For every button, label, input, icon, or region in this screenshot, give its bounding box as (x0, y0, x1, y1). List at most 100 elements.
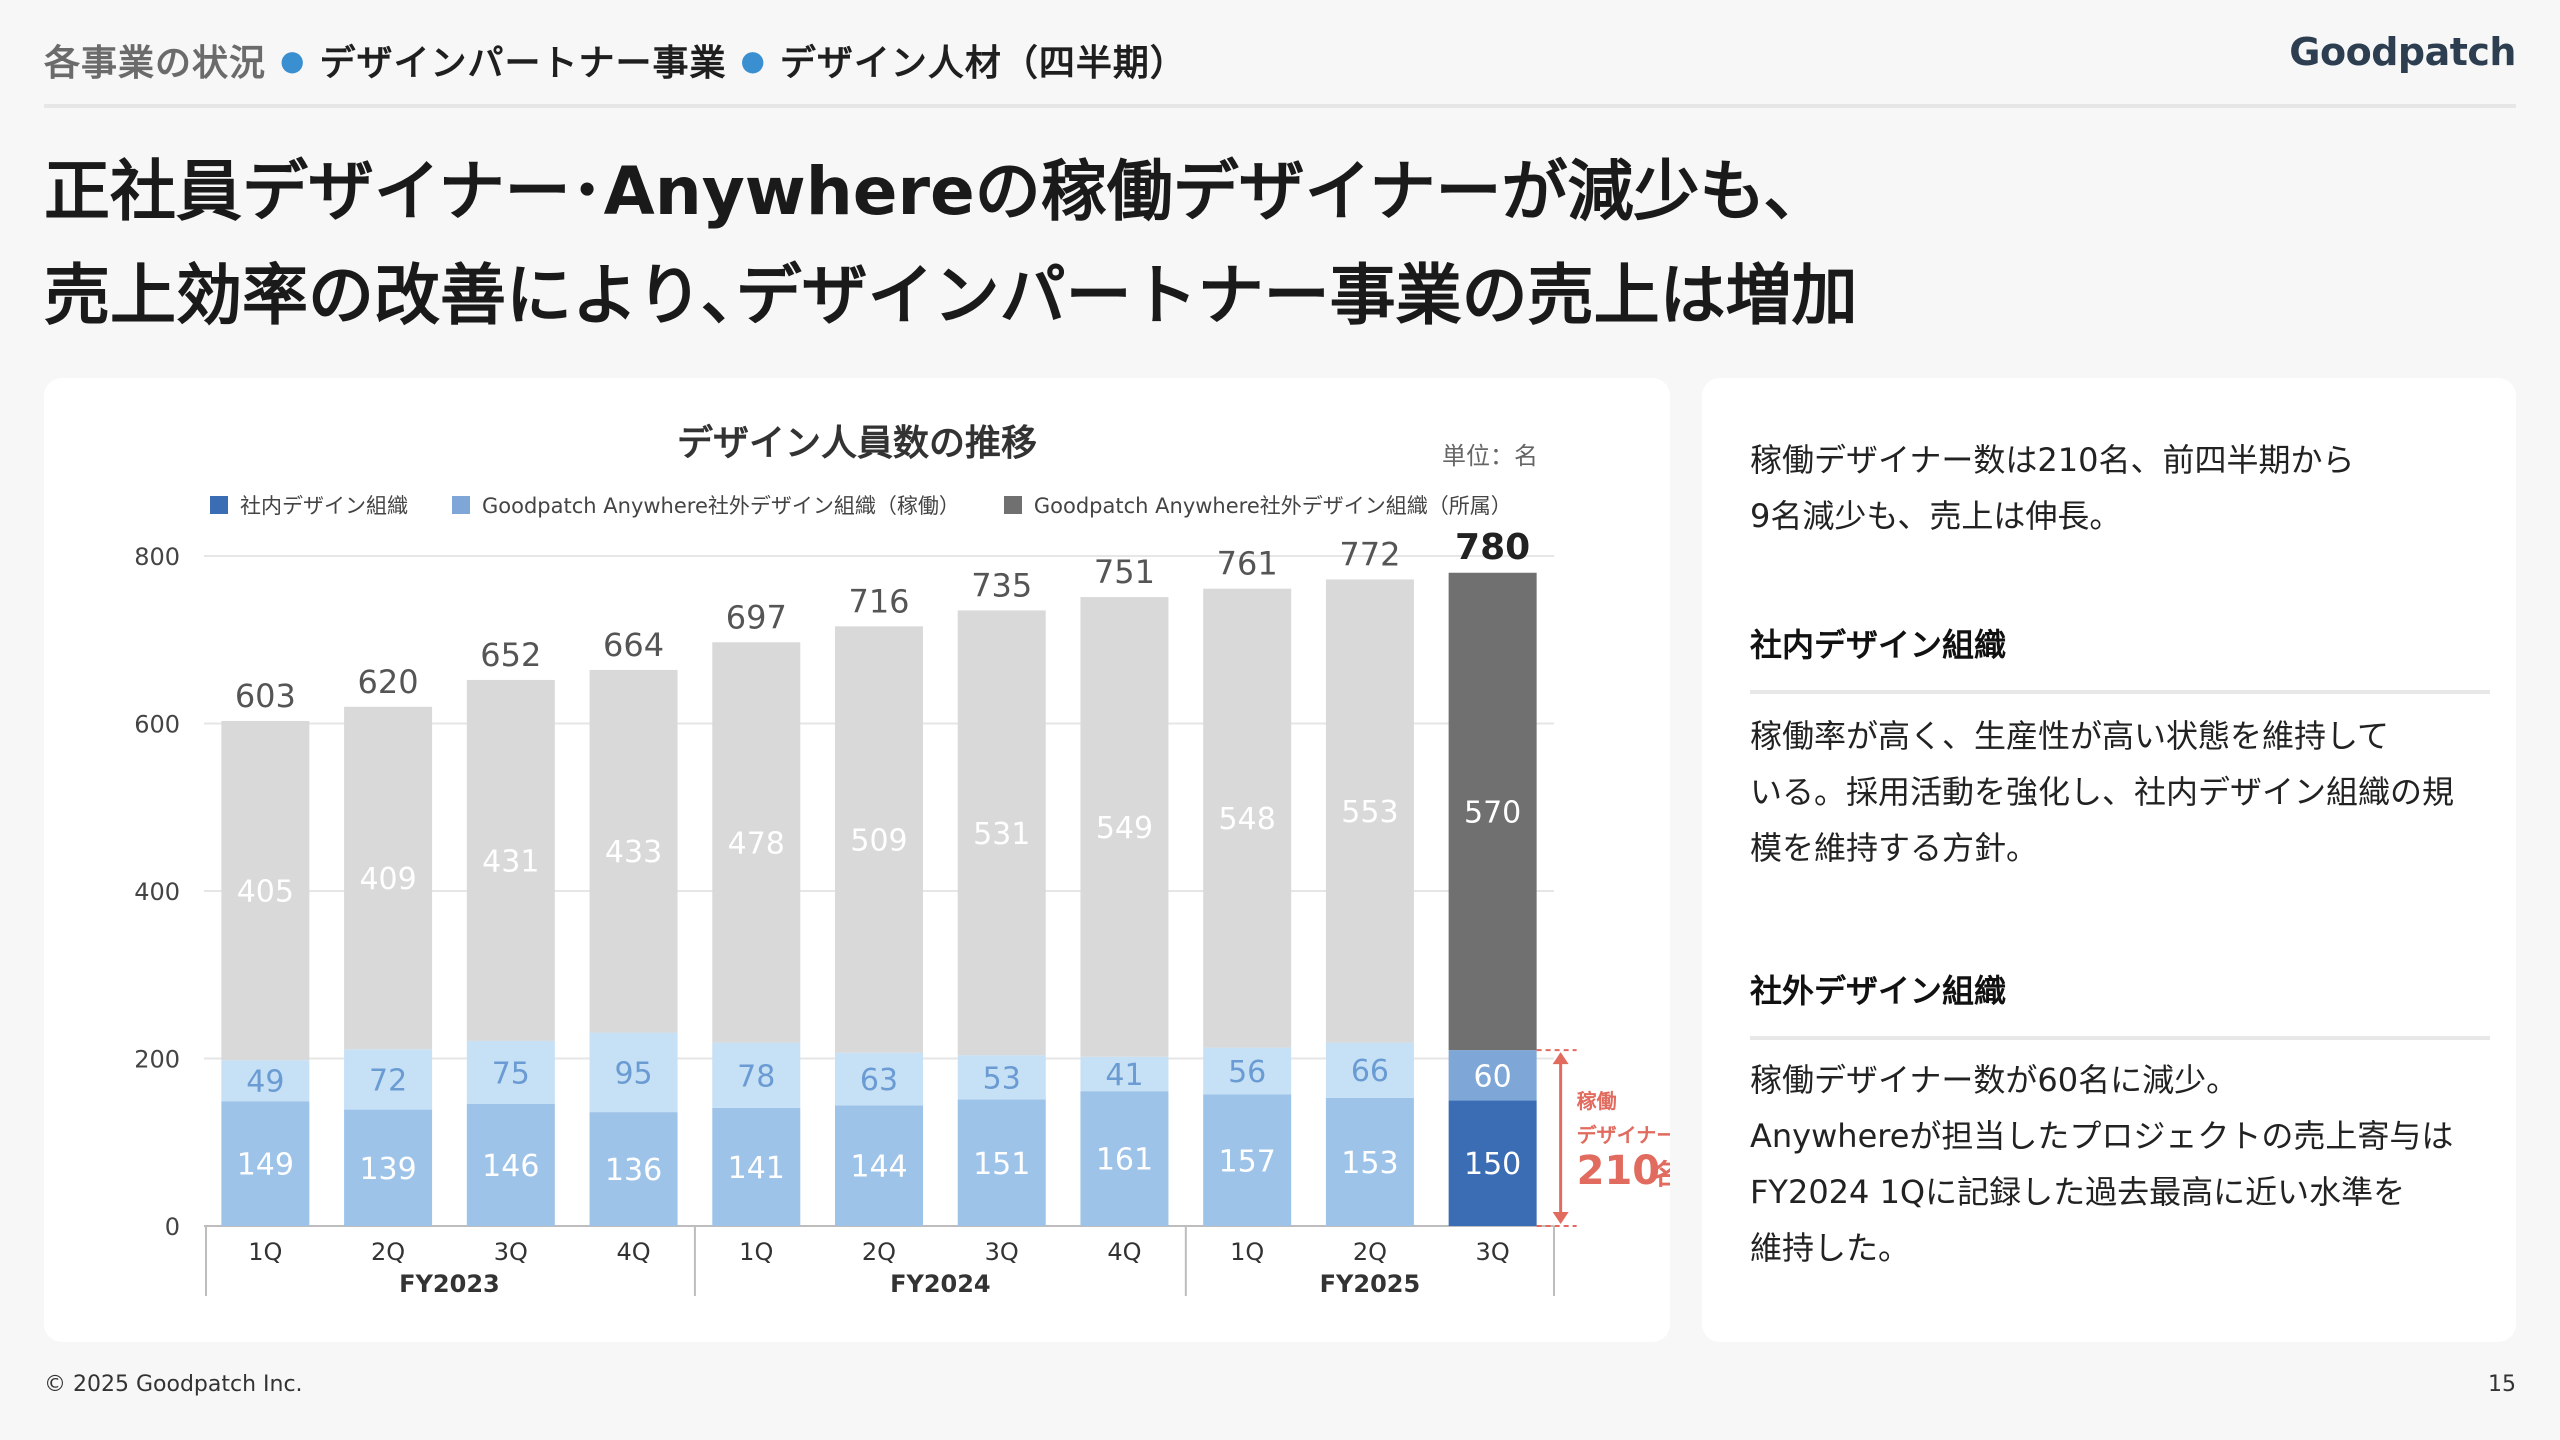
data-label-internal: 157 (1219, 1144, 1276, 1179)
x-tick-label: 4Q (616, 1238, 650, 1266)
bar-external-active (1080, 1056, 1169, 1092)
bar-external-active (835, 1052, 923, 1106)
page-headline: 正社員デザイナー･Anywhereの稼働デザイナーが減少も、 売上効率の改善によ… (44, 140, 1858, 348)
bar-external-active (1203, 1047, 1292, 1095)
x-tick-label: 2Q (862, 1238, 896, 1266)
bar-external-active (589, 1032, 678, 1113)
headline-line-1: 正社員デザイナー･Anywhereの稼働デザイナーが減少も、 (44, 153, 1830, 230)
bar-internal (1325, 1097, 1414, 1226)
x-tick-label: 3Q (985, 1238, 1019, 1266)
chart-legend: 社内デザイン組織 Goodpatch Anywhere社外デザイン組織（稼働） … (210, 490, 1556, 520)
body-line: 稼働デザイナー数が60名に減少。 (1750, 1061, 2239, 1099)
data-label-total: 620 (358, 663, 419, 701)
data-label-internal: 161 (1096, 1143, 1153, 1178)
annotation-arrow-down (1552, 1212, 1569, 1224)
legend-label-internal: 社内デザイン組織 (240, 494, 408, 518)
data-label-external-enrolled: 431 (482, 844, 539, 879)
body-line: いる。採用活動を強化し、社内デザイン組織の規 (1750, 773, 2455, 811)
section-divider (1750, 1036, 2490, 1040)
bar-external-active (344, 1049, 433, 1110)
data-label-external-enrolled: 478 (728, 826, 785, 861)
section-internal-body: 稼働率が高く、生産性が高い状態を維持して いる。採用活動を強化し、社内デザイン組… (1750, 708, 2480, 876)
bar-external-active (712, 1042, 801, 1108)
annotation-label-line2: デザイナー数 (1577, 1123, 1670, 1147)
data-label-total: 751 (1094, 553, 1155, 591)
data-label-total: 780 (1455, 527, 1530, 568)
bar-internal (1448, 1100, 1537, 1226)
header-divider (44, 104, 2516, 108)
body-line: 模を維持する方針。 (1750, 829, 2039, 867)
intro-paragraph: 稼働デザイナー数は210名、前四半期から 9名減少も、売上は伸長。 (1750, 432, 2480, 544)
breadcrumb-separator: ● (280, 43, 306, 77)
breadcrumb: 各事業の状況 ● デザインパートナー事業 ● デザイン人材（四半期） (44, 34, 1187, 86)
bar-external-enrolled (1325, 579, 1414, 1043)
data-label-internal: 150 (1464, 1147, 1521, 1182)
bar-external-enrolled (712, 642, 801, 1043)
bar-external-active (957, 1055, 1046, 1100)
x-tick-label: 1Q (1230, 1238, 1264, 1266)
data-label-external-active: 56 (1228, 1055, 1266, 1090)
chart-title: デザイン人員数の推移 (676, 423, 1037, 464)
body-line: FY2024 1Qに記録した過去最高に近い水準を (1750, 1173, 2406, 1211)
footer-copyright: © 2025 Goodpatch Inc. (44, 1372, 303, 1397)
bar-internal (221, 1101, 310, 1226)
section-external-body: 稼働デザイナー数が60名に減少。 Anywhereが担当したプロジェクトの売上寄… (1750, 1052, 2480, 1276)
intro-line: 稼働デザイナー数は210名、前四半期から (1750, 441, 2355, 479)
page-number: 15 (2488, 1372, 2516, 1397)
legend-item-external-active: Goodpatch Anywhere社外デザイン組織（稼働） (452, 490, 960, 520)
bar-external-enrolled (835, 626, 923, 1053)
data-label-internal: 136 (605, 1153, 662, 1188)
section-heading-external: 社外デザイン組織 (1750, 972, 2007, 1010)
section-external: 社外デザイン組織 (1750, 966, 2490, 1040)
data-label-internal: 153 (1341, 1146, 1398, 1181)
data-label-internal: 144 (850, 1150, 907, 1185)
annotation-value: 210 (1577, 1148, 1661, 1194)
bar-internal (712, 1107, 801, 1226)
data-label-external-active: 66 (1351, 1054, 1389, 1089)
x-tick-label: 2Q (371, 1238, 405, 1266)
bar-external-enrolled (1448, 572, 1537, 1051)
data-label-external-active: 72 (369, 1063, 407, 1098)
data-label-internal: 139 (359, 1152, 416, 1187)
y-tick-label: 0 (165, 1213, 180, 1241)
x-tick-label: 4Q (1107, 1238, 1141, 1266)
data-label-internal: 141 (728, 1151, 785, 1186)
bar-external-enrolled (957, 610, 1046, 1056)
data-label-internal: 149 (237, 1148, 294, 1183)
bar-external-enrolled (221, 720, 310, 1061)
legend-swatch-internal (210, 496, 228, 514)
data-label-external-enrolled: 409 (359, 862, 416, 897)
bar-external-enrolled (589, 669, 678, 1033)
legend-label-external-active: Goodpatch Anywhere社外デザイン組織（稼働） (482, 494, 960, 518)
data-label-external-active: 41 (1105, 1058, 1143, 1093)
data-label-external-enrolled: 548 (1219, 802, 1276, 837)
fiscal-year-label: FY2023 (399, 1270, 500, 1298)
data-label-external-active: 75 (492, 1056, 530, 1091)
data-label-external-active: 63 (860, 1063, 898, 1098)
bar-internal (835, 1105, 923, 1226)
x-tick-label: 3Q (494, 1238, 528, 1266)
body-line: Anywhereが担当したプロジェクトの売上寄与は (1750, 1117, 2454, 1155)
commentary-card: 稼働デザイナー数は210名、前四半期から 9名減少も、売上は伸長。 社内デザイン… (1702, 378, 2516, 1342)
legend-label-external-enrolled: Goodpatch Anywhere社外デザイン組織（所属） (1033, 494, 1512, 518)
headline-line-2: 売上効率の改善により､デザインパートナー事業の売上は増加 (44, 257, 1858, 334)
data-label-total: 735 (971, 566, 1032, 604)
data-label-external-enrolled: 433 (605, 835, 662, 870)
y-tick-label: 600 (134, 711, 180, 739)
section-internal: 社内デザイン組織 (1750, 620, 2490, 694)
x-tick-label: 1Q (248, 1238, 282, 1266)
data-label-external-active: 78 (737, 1059, 775, 1094)
data-label-total: 761 (1217, 545, 1278, 583)
breadcrumb-item-design-talent: デザイン人材（四半期） (779, 43, 1187, 84)
x-tick-label: 1Q (739, 1238, 773, 1266)
breadcrumb-item-design-partner: デザインパートナー事業 (319, 43, 727, 84)
data-label-external-enrolled: 553 (1341, 795, 1398, 830)
bar-external-enrolled (1080, 597, 1169, 1057)
bar-external-active (1325, 1042, 1414, 1098)
data-label-external-active: 53 (983, 1061, 1021, 1096)
annotation-label-line1: 稼働 (1577, 1089, 1617, 1113)
bar-external-enrolled (466, 679, 555, 1041)
body-line: 稼働率が高く、生産性が高い状態を維持して (1750, 717, 2390, 755)
data-label-external-active: 95 (614, 1056, 652, 1091)
data-label-external-enrolled: 570 (1464, 795, 1521, 830)
